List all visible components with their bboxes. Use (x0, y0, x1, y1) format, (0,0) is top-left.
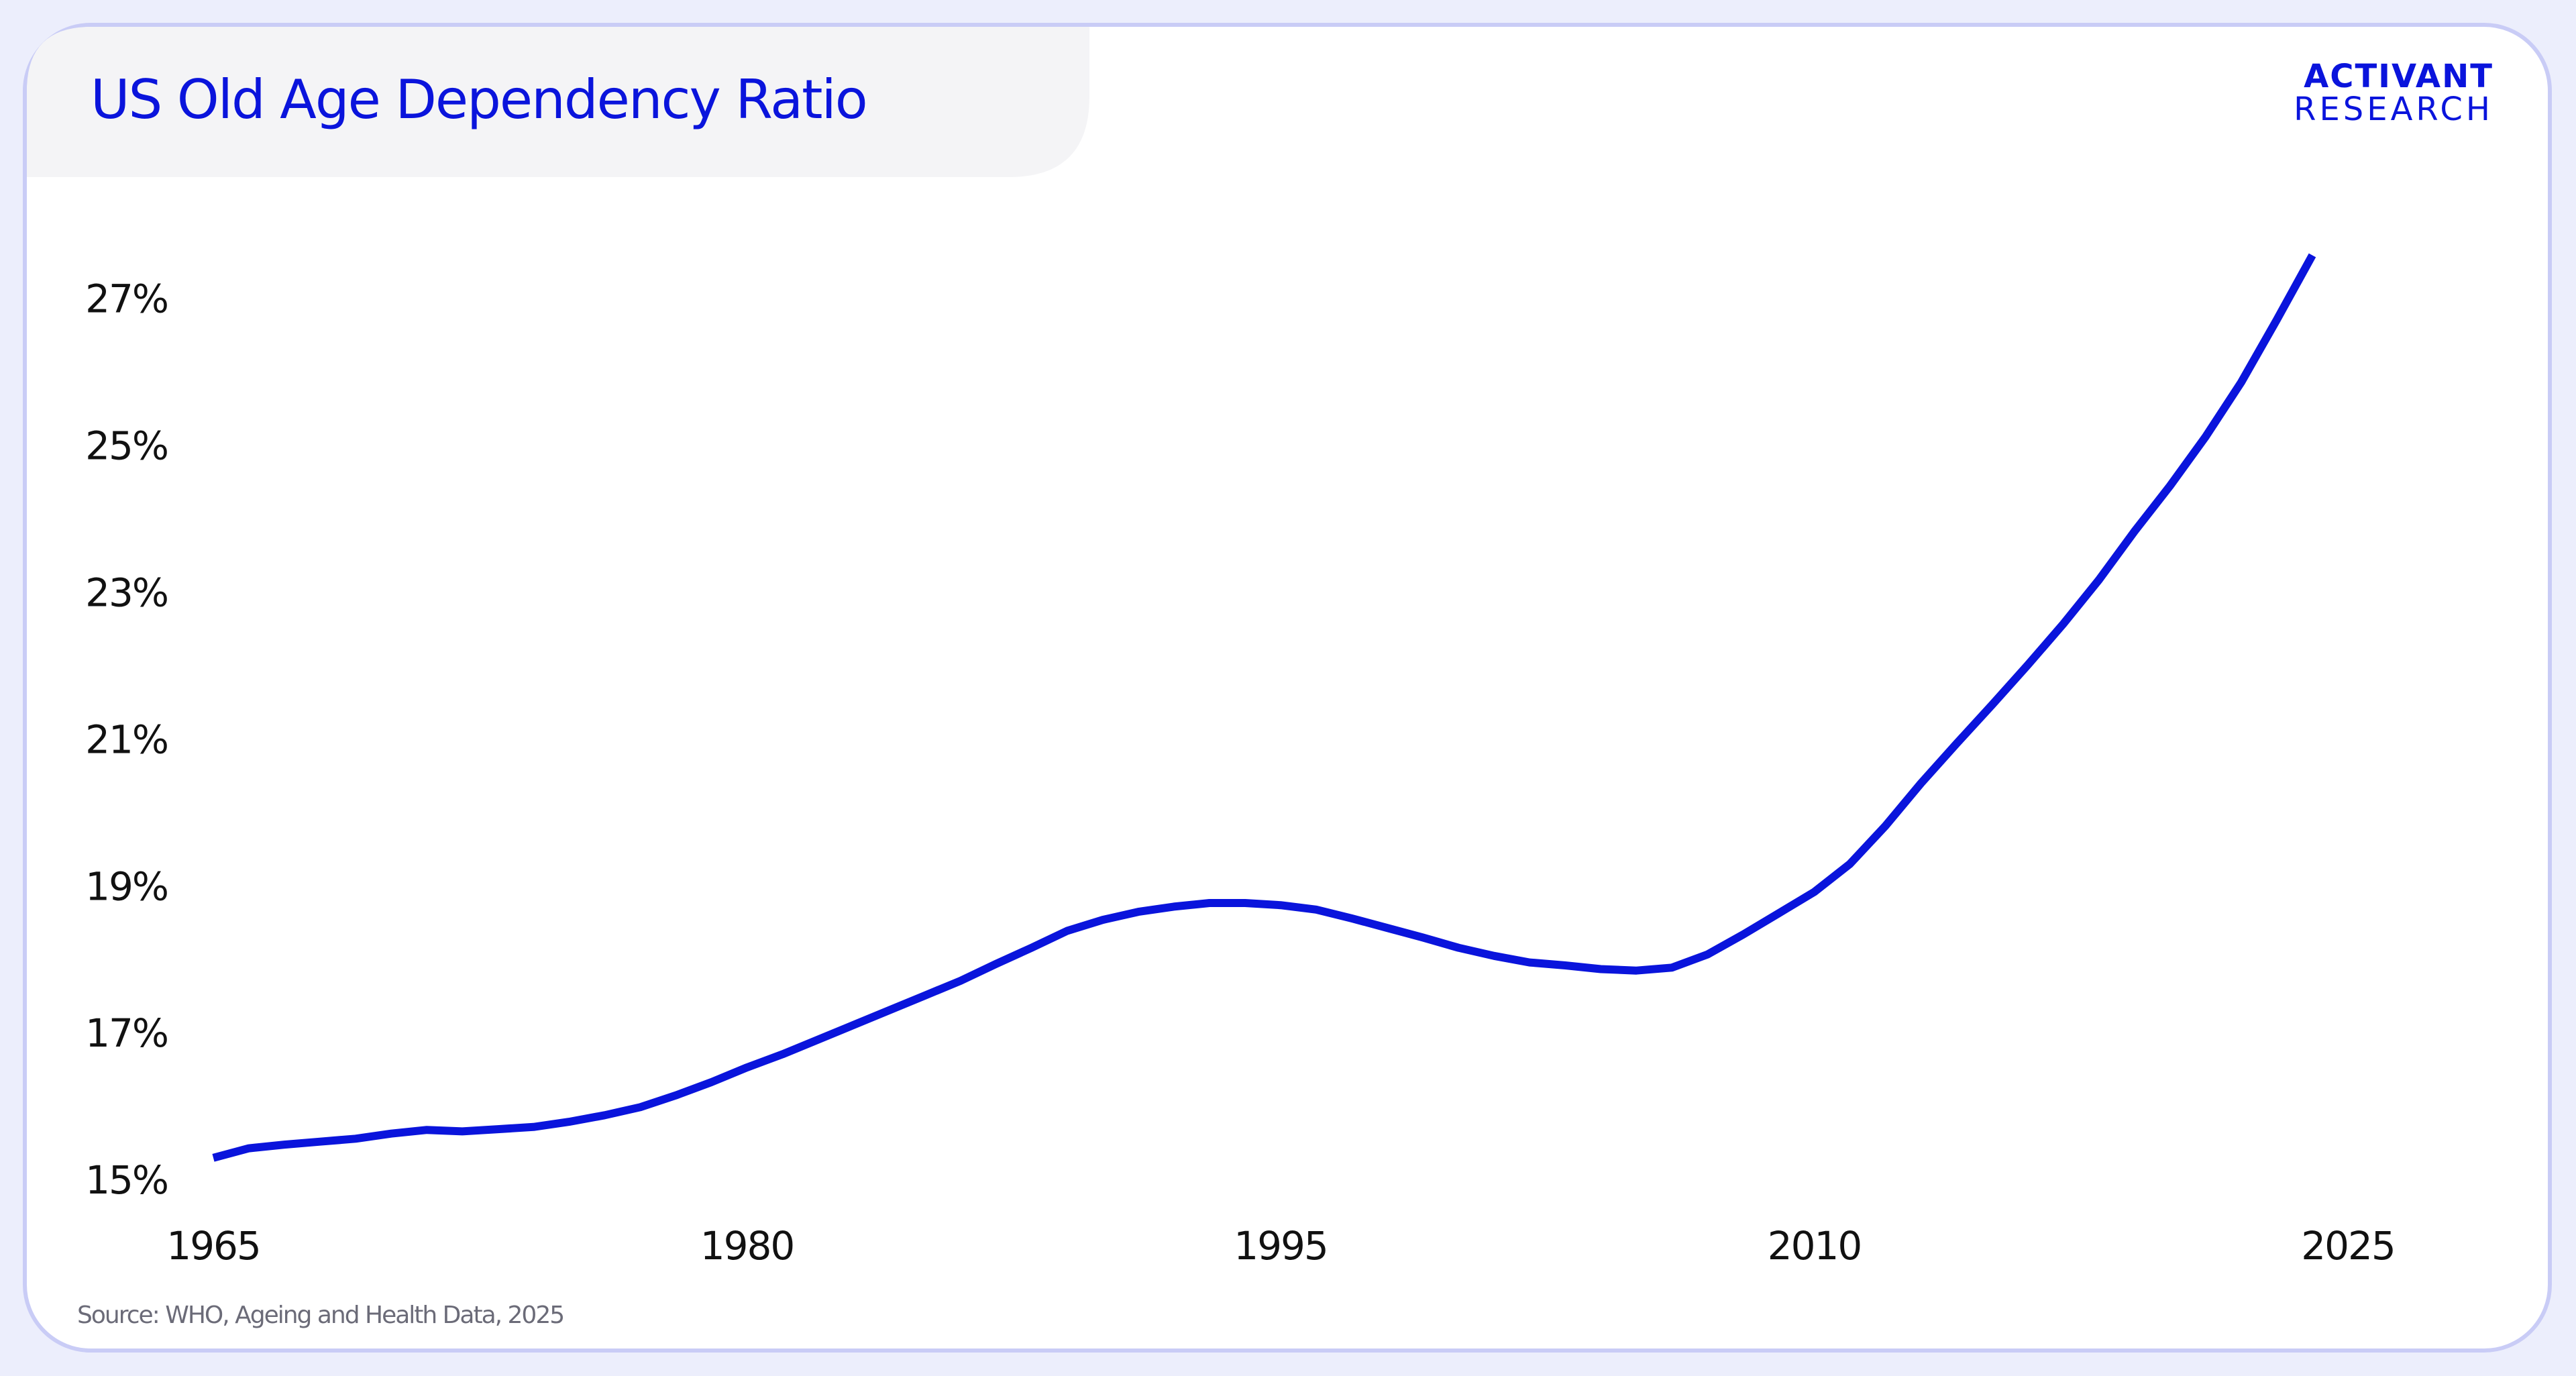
x-tick-label: 2010 (1768, 1223, 1862, 1269)
x-tick-label: 2025 (2301, 1223, 2395, 1269)
y-tick-label: 25% (85, 423, 168, 468)
y-tick-label: 17% (85, 1010, 168, 1056)
y-tick-label: 27% (85, 276, 168, 322)
x-tick-label: 1965 (166, 1223, 260, 1269)
card (23, 23, 2552, 1353)
title-box (27, 27, 1089, 177)
y-tick-label: 23% (85, 570, 168, 615)
brand-line: RESEARCH (2294, 91, 2493, 128)
chart-title: US Old Age Dependency Ratio (91, 68, 867, 131)
x-tick-label: 1980 (700, 1223, 794, 1269)
brand-line: ACTIVANT (2304, 58, 2493, 95)
y-tick-label: 19% (85, 863, 168, 909)
y-tick-label: 15% (85, 1157, 168, 1203)
source-note: Source: WHO, Ageing and Health Data, 202… (77, 1302, 564, 1329)
y-tick-label: 21% (85, 717, 168, 762)
data-line (212, 253, 2316, 1162)
x-tick-label: 1995 (1234, 1223, 1328, 1269)
